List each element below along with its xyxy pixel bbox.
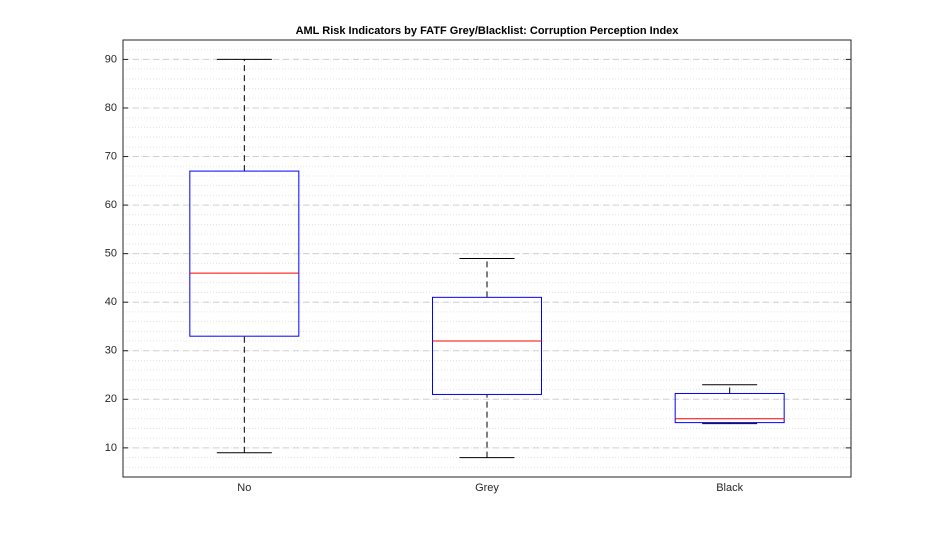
box (189, 170, 300, 337)
box (432, 296, 542, 395)
y-tick-label: 20 (105, 393, 117, 405)
y-tick-label: 30 (105, 345, 117, 357)
plot-frame (122, 39, 852, 478)
y-tick-label: 90 (105, 53, 117, 65)
y-tick-label: 40 (105, 296, 117, 308)
box (674, 392, 785, 424)
x-tick-label: Black (716, 482, 743, 494)
y-tick-label: 10 (105, 442, 117, 454)
x-tick-label: Grey (475, 482, 499, 494)
y-tick-label: 50 (105, 248, 117, 260)
x-tick-label: No (237, 482, 251, 494)
y-tick-label: 60 (105, 199, 117, 211)
chart-title: AML Risk Indicators by FATF Grey/Blackli… (296, 25, 680, 37)
y-tick-label: 70 (105, 150, 117, 162)
y-tick-label: 80 (105, 102, 117, 114)
